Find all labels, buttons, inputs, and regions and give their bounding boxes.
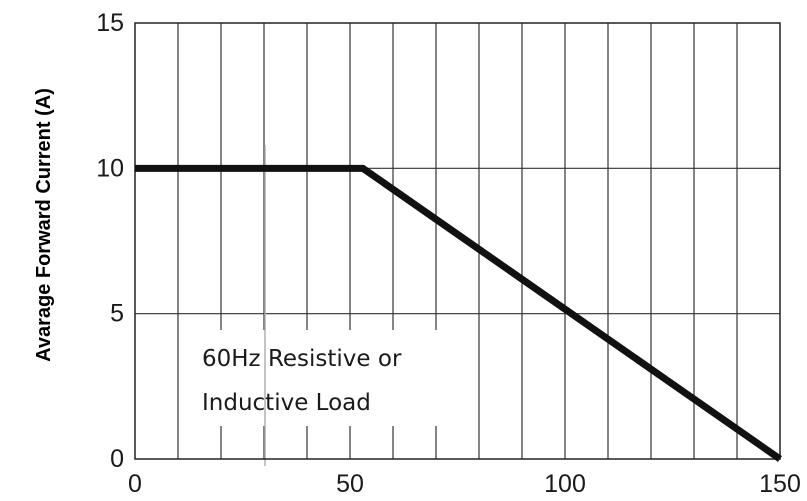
annotation-line-2: Inductive Load (202, 390, 371, 416)
plot-frame (134, 22, 781, 460)
series-line (135, 164, 783, 462)
annotation-box (194, 330, 444, 426)
y-tick-label: 10 (96, 154, 124, 182)
y-tick-label: 5 (110, 300, 124, 328)
annotation-line-1: 60Hz Resistive or (202, 346, 402, 372)
tick-labels: 0 50 100 150 0 5 10 15 (96, 9, 801, 498)
y-axis-label: Avarage Forward Current (A) (33, 88, 55, 362)
y-tick-label: 15 (96, 9, 124, 37)
y-tick-label: 0 (110, 445, 124, 473)
series-layer (135, 164, 783, 462)
x-tick-label: 100 (544, 470, 586, 498)
x-tick-label: 50 (336, 470, 364, 498)
x-tick-label: 150 (759, 470, 801, 498)
vertical-gridlines (177, 23, 738, 459)
x-tick-label: 0 (128, 470, 142, 498)
